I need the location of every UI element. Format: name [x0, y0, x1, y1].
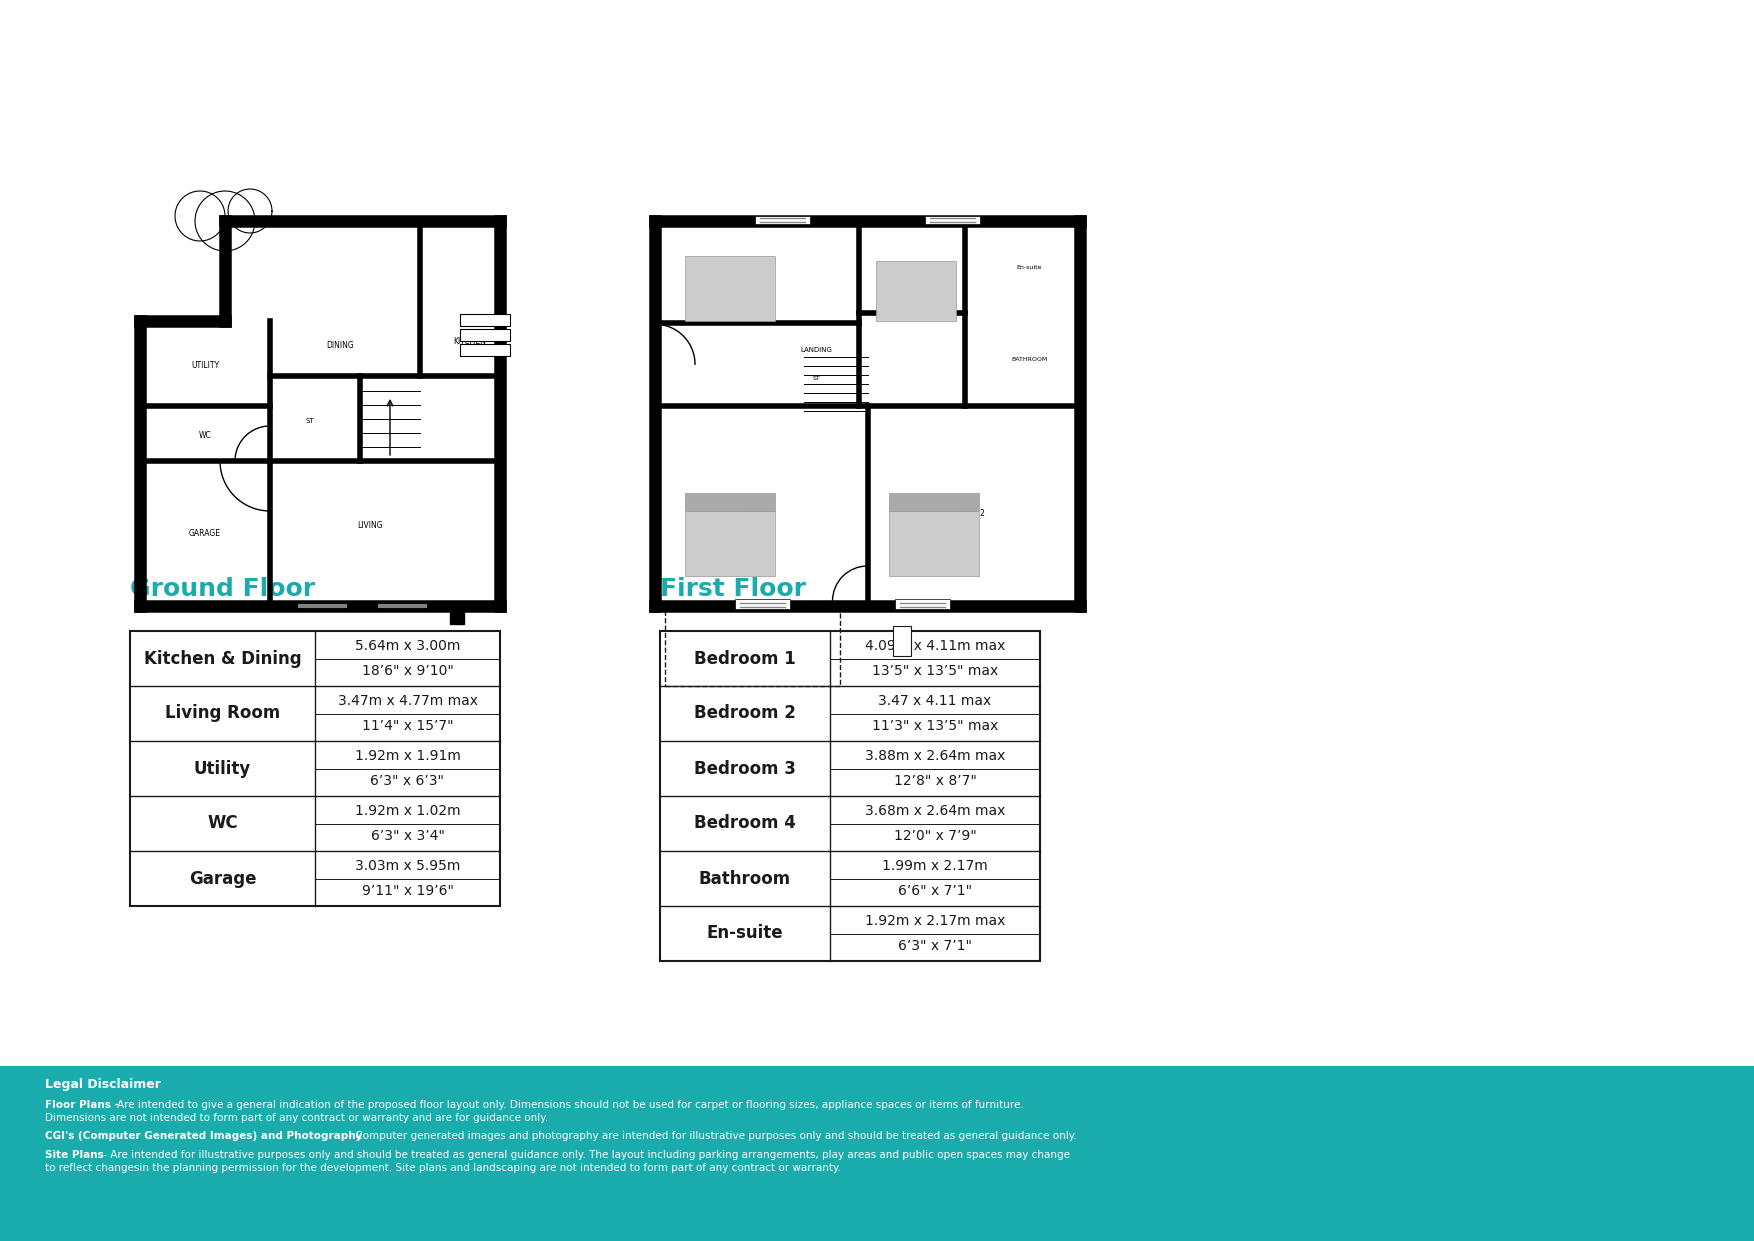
Bar [735, 599, 789, 609]
Text: 6’3" x 7’1": 6’3" x 7’1" [898, 939, 972, 953]
Bar [893, 625, 910, 656]
Text: CGI's (Computer Generated Images) and Photography: CGI's (Computer Generated Images) and Ph… [46, 1131, 363, 1140]
Text: BED 4: BED 4 [749, 309, 774, 318]
Text: 11’4" x 15’7": 11’4" x 15’7" [361, 719, 453, 733]
Bar [686, 511, 775, 576]
Text: Bedroom 4: Bedroom 4 [695, 814, 796, 833]
Text: 12’8" x 8’7": 12’8" x 8’7" [893, 774, 977, 788]
Text: LIVING: LIVING [358, 521, 382, 530]
Text: UTILITY: UTILITY [191, 361, 219, 371]
Bar [924, 216, 980, 223]
Text: Living Room: Living Room [165, 705, 281, 722]
Text: En-suite: En-suite [707, 925, 784, 942]
Text: 6’3" x 6’3": 6’3" x 6’3" [370, 774, 444, 788]
Text: Dressing: Dressing [702, 269, 728, 274]
Text: ST: ST [812, 376, 821, 381]
Bar [686, 256, 775, 321]
Text: Dimensions are not intended to form part of any contract or warranty and are for: Dimensions are not intended to form part… [46, 1113, 549, 1123]
Text: 13’5" x 13’5" max: 13’5" x 13’5" max [872, 664, 998, 678]
Bar [754, 216, 810, 223]
Text: 1.92m x 2.17m max: 1.92m x 2.17m max [865, 913, 1005, 928]
Bar [460, 344, 510, 356]
Bar [130, 630, 500, 906]
Text: Garage: Garage [189, 870, 256, 887]
Text: LANDING: LANDING [800, 347, 833, 354]
Text: 1.92m x 1.91m: 1.92m x 1.91m [354, 748, 461, 763]
Bar [889, 511, 979, 576]
Bar [686, 493, 775, 511]
Text: 6’3" x 3’4": 6’3" x 3’4" [370, 829, 444, 843]
Text: KITCHEN: KITCHEN [454, 336, 486, 345]
Text: to reflect changesin the planning permission for the development. Site plans and: to reflect changesin the planning permis… [46, 1163, 840, 1173]
Text: 5.64m x 3.00m: 5.64m x 3.00m [354, 639, 460, 653]
Text: Bedroom 2: Bedroom 2 [695, 705, 796, 722]
Text: Bedroom 1: Bedroom 1 [695, 649, 796, 668]
Text: 3.88m x 2.64m max: 3.88m x 2.64m max [865, 748, 1005, 763]
Bar [889, 493, 979, 511]
Text: En-suite: En-suite [1016, 264, 1042, 269]
Text: 11’3" x 13’5" max: 11’3" x 13’5" max [872, 719, 998, 733]
Text: Floor Plans -: Floor Plans - [46, 1100, 119, 1109]
Text: Bedroom 3: Bedroom 3 [695, 759, 796, 778]
Text: ST: ST [305, 418, 314, 424]
Text: Kitchen & Dining: Kitchen & Dining [144, 649, 302, 668]
Text: BED 2: BED 2 [963, 509, 986, 517]
Bar [660, 630, 1040, 961]
Text: GARAGE: GARAGE [189, 530, 221, 539]
Text: - Are intended for illustrative purposes only and should be treated as general g: - Are intended for illustrative purposes… [100, 1150, 1070, 1160]
Text: Site Plans: Site Plans [46, 1150, 103, 1160]
Bar [460, 329, 510, 341]
Text: BED 1: BED 1 [749, 509, 774, 517]
Text: DINING: DINING [326, 341, 354, 350]
Text: 1.99m x 2.17m: 1.99m x 2.17m [882, 859, 988, 872]
Bar [460, 314, 510, 326]
Text: BATHROOM: BATHROOM [1010, 357, 1047, 362]
Bar [451, 611, 465, 624]
Text: 3.03m x 5.95m: 3.03m x 5.95m [354, 859, 460, 872]
Text: - Computer generated images and photography are intended for illustrative purpos: - Computer generated images and photogra… [346, 1131, 1077, 1140]
Text: 12’0" x 7’9": 12’0" x 7’9" [893, 829, 977, 843]
Text: 3.47 x 4.11 max: 3.47 x 4.11 max [879, 694, 991, 707]
Bar [665, 606, 840, 686]
Text: 9’11" x 19’6": 9’11" x 19’6" [361, 884, 454, 898]
Text: 6’6" x 7’1": 6’6" x 7’1" [898, 884, 972, 898]
Text: WC: WC [198, 432, 212, 441]
Bar [875, 261, 956, 321]
Text: 4.09m x 4.11m max: 4.09m x 4.11m max [865, 639, 1005, 653]
Text: First Floor: First Floor [660, 577, 807, 601]
Text: 1.92m x 1.02m: 1.92m x 1.02m [354, 804, 460, 818]
Text: Are intended to give a general indication of the proposed floor layout only. Dim: Are intended to give a general indicatio… [118, 1100, 1024, 1109]
Text: Bathroom: Bathroom [698, 870, 791, 887]
Text: BED 3: BED 3 [907, 309, 930, 318]
Text: Utility: Utility [195, 759, 251, 778]
Bar [0, 1066, 1754, 1241]
Text: WC: WC [207, 814, 239, 833]
Text: 3.47m x 4.77m max: 3.47m x 4.77m max [337, 694, 477, 707]
Text: 3.68m x 2.64m max: 3.68m x 2.64m max [865, 804, 1005, 818]
Text: Legal Disclaimer: Legal Disclaimer [46, 1078, 161, 1091]
Text: 18’6" x 9’10": 18’6" x 9’10" [361, 664, 454, 678]
Bar [895, 599, 951, 609]
Text: Ground Floor: Ground Floor [130, 577, 316, 601]
